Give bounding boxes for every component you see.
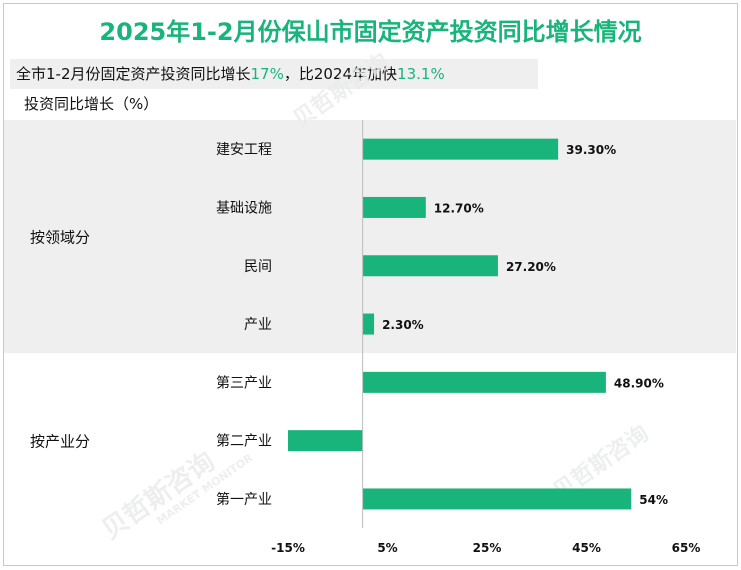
- data-label: 39.30%: [566, 143, 616, 157]
- axis-title: 投资同比增长（%）: [24, 95, 159, 113]
- data-label: 54%: [639, 493, 668, 507]
- bar: [362, 255, 498, 277]
- data-label: 12.70%: [434, 201, 484, 215]
- plot-area: 按领域分 建安工程 39.30% 基础设施 12.70% 民间 27.20% 产业 2.30% 按…: [30, 120, 700, 555]
- x-tick-label: 65%: [672, 541, 701, 555]
- x-tick-label: 45%: [572, 541, 601, 555]
- group-label: 按产业分: [30, 433, 90, 451]
- bar: [362, 313, 375, 335]
- category-label: 第三产业: [216, 374, 272, 391]
- bar: [362, 196, 426, 218]
- data-label: 27.20%: [506, 260, 556, 274]
- group-label: 按领域分: [30, 229, 90, 247]
- summary-speedup: 13.1%: [397, 65, 445, 83]
- data-label: 48.90%: [614, 376, 664, 390]
- category-label: 建安工程: [216, 142, 272, 158]
- category-label: 民间: [244, 259, 272, 275]
- x-tick-label: -15%: [271, 541, 305, 555]
- bar: [362, 371, 606, 393]
- summary-growth: 17%: [250, 65, 284, 83]
- category-label: 产业: [244, 317, 272, 333]
- x-tick-label: 25%: [473, 541, 502, 555]
- summary-middle: ，比2024年加快: [283, 65, 398, 83]
- category-label: 基础设施: [216, 199, 272, 216]
- category-label: 第一产业: [216, 491, 272, 508]
- chart-title: 2025年1-2月份保山市固定资产投资同比增长情况: [99, 18, 642, 46]
- data-label: 2.30%: [382, 318, 424, 332]
- summary-banner: 全市1-2月份固定资产投资同比增长17%，比2024年加快13.1%: [10, 59, 538, 89]
- bar: [288, 430, 363, 452]
- category-label: 第二产业: [216, 433, 272, 450]
- x-tick-label: 5%: [377, 541, 397, 555]
- summary-prefix: 全市1-2月份固定资产投资同比增长: [16, 65, 251, 83]
- bar: [362, 488, 632, 510]
- bar: [362, 138, 559, 160]
